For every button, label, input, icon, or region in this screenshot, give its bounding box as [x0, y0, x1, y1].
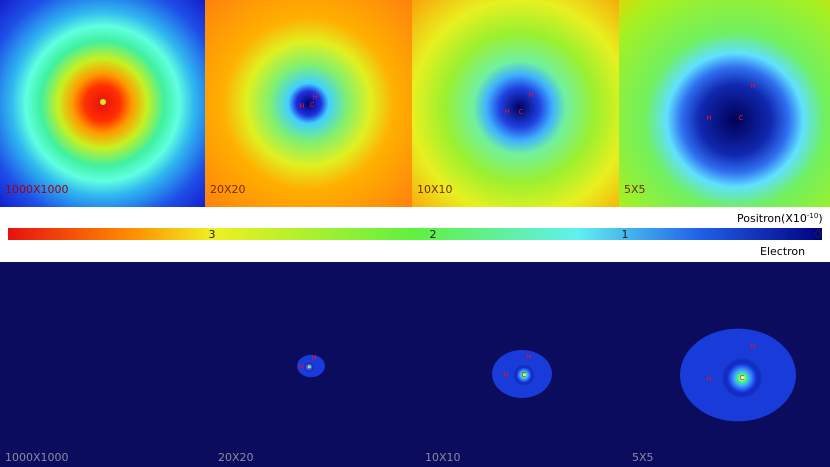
atom-label: H [504, 108, 509, 116]
atom-label: H [299, 102, 304, 110]
atom-label: H [750, 343, 755, 351]
atom-label: H [526, 353, 531, 361]
panel-image [619, 0, 830, 207]
atom-label: C [740, 374, 745, 382]
colorbar-tick-label: 2 [430, 228, 437, 241]
center-dot [100, 99, 106, 105]
atom-label: H [528, 91, 533, 99]
panel-label: 5X5 [632, 451, 654, 464]
colorbar-tick-label: 3 [209, 228, 216, 241]
atom-label: H [706, 114, 711, 122]
panel-label: 20X20 [210, 183, 246, 196]
panel-label: 10X10 [425, 451, 461, 464]
atom-label: H [750, 82, 755, 90]
panel-label: 20X20 [218, 451, 254, 464]
colorbar-ticks: 3 2 1 0 [209, 228, 822, 241]
panel-image [205, 0, 412, 207]
atom-label: H [503, 371, 508, 379]
atom-label: H [706, 375, 711, 383]
panel-label: 1000X1000 [5, 183, 69, 196]
atom-label: H [298, 363, 303, 371]
panel-image [412, 0, 619, 207]
colorbar-bottom-label: Electron [760, 245, 805, 258]
colorbar [8, 228, 822, 240]
panel-label: 1000X1000 [5, 451, 69, 464]
panel-label: 5X5 [624, 183, 646, 196]
panel-label: 10X10 [417, 183, 453, 196]
colorbar-tick-label: 0 [815, 228, 822, 241]
colorbar-title: Positron(X10-10) [737, 212, 823, 225]
colorbar-tick-label: 1 [622, 228, 629, 241]
carbon-density [721, 357, 763, 399]
carbon-density [513, 364, 535, 386]
atom-label: C [310, 101, 315, 109]
carbon-density [304, 362, 314, 372]
atom-label: C [739, 114, 744, 122]
atom-label: C [307, 363, 312, 371]
atom-label: H [311, 354, 316, 362]
atom-label: H [312, 93, 317, 101]
atom-label: C [519, 108, 524, 116]
atom-label: C [522, 371, 527, 379]
